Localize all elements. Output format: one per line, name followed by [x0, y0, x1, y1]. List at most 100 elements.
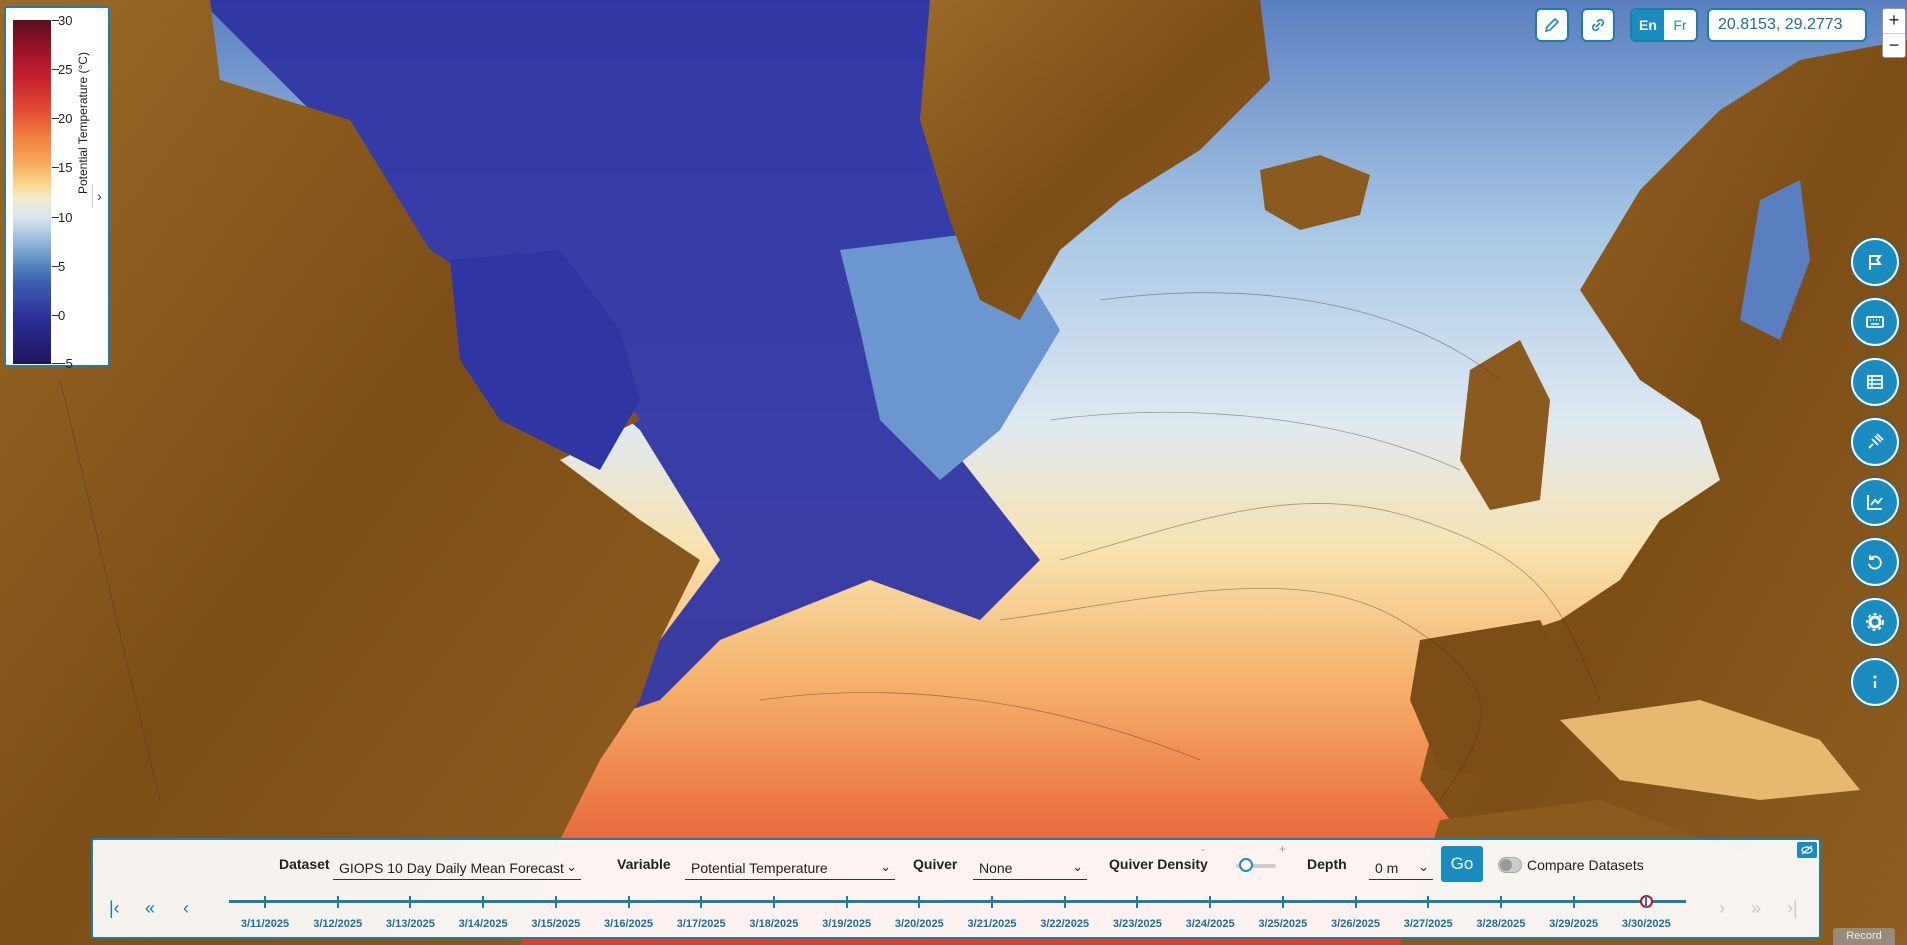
timeline-date-label[interactable]: 3/11/2025	[240, 918, 290, 930]
zoom-in-button[interactable]: +	[1888, 10, 1900, 30]
skip-back-button[interactable]: «	[145, 898, 156, 918]
plot-button[interactable]	[1851, 478, 1899, 526]
compare-datasets-toggle[interactable]	[1498, 857, 1522, 873]
language-fr-button[interactable]: Fr	[1664, 10, 1696, 40]
observations-button[interactable]	[1851, 418, 1899, 466]
quiver-density-handle[interactable]	[1239, 858, 1253, 872]
timeline-date-label[interactable]: 3/28/2025	[1476, 918, 1526, 930]
timeline-date-label[interactable]: 3/12/2025	[313, 918, 363, 930]
share-link-button[interactable]	[1581, 8, 1615, 42]
first-time-button[interactable]: |‹	[109, 898, 120, 918]
zoom-control: + −	[1882, 8, 1906, 58]
info-icon	[1873, 675, 1877, 688]
timeline-date-label[interactable]: 3/25/2025	[1258, 918, 1308, 930]
timeline-tick[interactable]	[845, 896, 848, 908]
pencil-icon	[1544, 17, 1560, 33]
enter-coordinates-button[interactable]	[1851, 298, 1899, 346]
timeline-tick[interactable]	[482, 896, 485, 908]
timeline-tick[interactable]	[1136, 896, 1139, 908]
timeline-tick[interactable]	[336, 896, 339, 908]
timeline-tick[interactable]	[409, 896, 412, 908]
legend-collapse-button[interactable]: ›	[92, 184, 106, 208]
timeline-date-label[interactable]: 3/17/2025	[676, 918, 726, 930]
timeline-tick[interactable]	[264, 896, 266, 908]
dataset-select[interactable]: GIOPS 10 Day Daily Mean Forecast ⌄	[333, 858, 581, 880]
reset-icon	[1868, 555, 1882, 570]
timeline-tick[interactable]	[918, 896, 921, 908]
coordinates-readout[interactable]: 20.8153, 29.2773	[1707, 8, 1867, 42]
timeline-track[interactable]	[229, 900, 1686, 903]
gear-icon	[1866, 613, 1884, 631]
timeline-date-label[interactable]: 3/26/2025	[1331, 918, 1380, 930]
hudson-bay	[450, 250, 640, 470]
timeline-tick[interactable]	[772, 896, 775, 908]
info-button[interactable]	[1851, 658, 1899, 706]
timeline-date-label[interactable]: 3/22/2025	[1040, 918, 1090, 930]
legend-tick-label: 20	[58, 111, 73, 126]
quiver-select-value: None	[979, 860, 1013, 876]
data-table-button[interactable]	[1851, 358, 1899, 406]
quiver-density-max: +	[1279, 842, 1287, 856]
timeline-tick[interactable]	[1209, 896, 1212, 908]
mediterranean-sea	[1560, 700, 1860, 800]
legend-tick	[52, 266, 59, 267]
chevron-down-icon: ⌄	[1072, 859, 1083, 874]
timeline-tick[interactable]	[1281, 896, 1284, 908]
timeline-date-label[interactable]: 3/21/2025	[967, 918, 1017, 930]
next-time-button[interactable]: ›	[1719, 898, 1725, 918]
timeline-date-label[interactable]: 3/14/2025	[458, 918, 508, 930]
draw-button[interactable]	[1535, 8, 1569, 42]
last-time-button[interactable]: ›|	[1787, 898, 1798, 918]
timeline-tick[interactable]	[700, 896, 703, 908]
record-button[interactable]: Record	[1833, 928, 1895, 945]
timeline-tick[interactable]	[627, 896, 630, 908]
timeline-date-label[interactable]: 3/16/2025	[604, 918, 653, 930]
legend-tick-label: 25	[58, 62, 73, 77]
chart-icon	[1867, 495, 1883, 510]
timeline-date-label[interactable]: 3/18/2025	[749, 918, 799, 930]
colorbar-gradient	[13, 20, 51, 364]
timeline-date-label[interactable]: 3/29/2025	[1549, 918, 1599, 930]
timeline-tick[interactable]	[554, 896, 557, 908]
legend-tick-label: 0	[58, 308, 66, 323]
compare-datasets-label: Compare Datasets	[1527, 857, 1644, 873]
variable-select[interactable]: Potential Temperature ⌄	[685, 858, 895, 880]
timeline-tick[interactable]	[1499, 896, 1502, 908]
timeline-date-label[interactable]: 3/23/2025	[1112, 918, 1162, 930]
legend-tick-label: 10	[58, 210, 73, 225]
timeline-tick[interactable]	[1354, 896, 1357, 908]
timeline-date-label[interactable]: 3/20/2025	[894, 918, 944, 930]
zoom-out-button[interactable]: −	[1883, 33, 1905, 57]
timeline-tick[interactable]	[1063, 896, 1066, 908]
timeline-date-label[interactable]: 3/27/2025	[1403, 918, 1453, 930]
point-tool-button[interactable]	[1851, 238, 1899, 286]
legend-tick	[52, 20, 59, 21]
quiver-density-slider[interactable]	[1236, 864, 1276, 868]
timeline-tick[interactable]	[1427, 896, 1430, 908]
timeline-date-label[interactable]: 3/19/2025	[822, 918, 872, 930]
timeline-tick[interactable]	[1572, 896, 1575, 908]
hide-panel-button[interactable]	[1797, 842, 1817, 858]
timeline-tick[interactable]	[1645, 896, 1648, 908]
chevron-down-icon: ⌄	[1418, 859, 1429, 874]
timeline-date-label[interactable]: 3/15/2025	[531, 918, 581, 930]
timeline-tick[interactable]	[991, 896, 993, 908]
go-button[interactable]: Go	[1441, 846, 1483, 882]
legend-tick	[52, 217, 59, 218]
timeline-date-label[interactable]: 3/13/2025	[385, 918, 435, 930]
legend-tick	[52, 167, 59, 168]
depth-select[interactable]: 0 m ⌄	[1369, 858, 1433, 880]
timeline-date-label[interactable]: 3/24/2025	[1185, 918, 1235, 930]
timeline-date-label[interactable]: 3/30/2025	[1621, 918, 1671, 930]
dataset-select-value: GIOPS 10 Day Daily Mean Forecast	[339, 860, 564, 876]
settings-button[interactable]	[1851, 598, 1899, 646]
skip-forward-button[interactable]: »	[1751, 898, 1762, 918]
reset-button[interactable]	[1851, 538, 1899, 586]
colorbar-legend: 30 25 20 15 10 5 0 −5 Potential Temperat…	[4, 6, 110, 370]
previous-time-button[interactable]: ‹	[183, 898, 189, 918]
quiver-select[interactable]: None ⌄	[973, 858, 1087, 880]
quiver-density-min: -	[1201, 842, 1205, 856]
language-en-button[interactable]: En	[1632, 10, 1664, 40]
